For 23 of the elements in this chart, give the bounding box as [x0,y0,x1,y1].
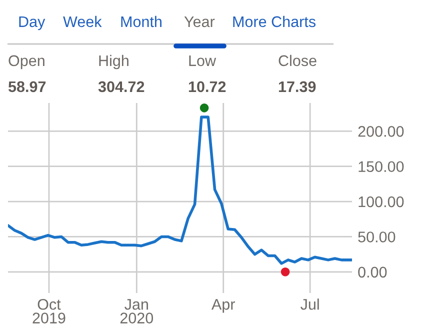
text: High [99,54,128,70]
text: Open [8,55,44,70]
x-tick-label: Jul [300,298,319,310]
text: More Charts [233,16,316,28]
text: 10.72 [188,81,226,92]
text: Year [184,16,215,28]
text: Day [19,16,46,30]
y-tick-label: 50.00 [358,232,396,242]
text: 58.97 [8,81,46,92]
text: Low [189,55,216,66]
x-tick-label: Oct 2019 [32,298,66,324]
x-tick-label: Apr [212,299,235,313]
text: Month [121,16,162,28]
text: Close [278,54,316,66]
y-tick-label: 0.00 [358,266,387,278]
y-tick-label: 200.00 [358,126,404,137]
y-tick-label: 100.00 [358,196,404,208]
text: 17.39 [278,81,316,92]
line-series [8,116,352,265]
x-tick-label: Jan 2020 [120,299,154,324]
text: Week [63,16,102,28]
text: 304.72 [98,81,144,92]
y-tick-label: 150.00 [358,161,404,172]
